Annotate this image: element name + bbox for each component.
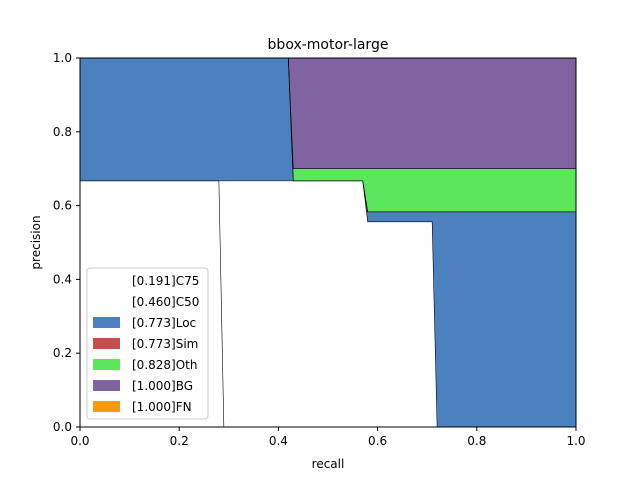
legend-label-0-773-sim: [0.773]Sim <box>132 337 198 351</box>
line-0-460-c50 <box>80 180 438 428</box>
x-tick-label: 0.6 <box>368 434 387 448</box>
chart-title: bbox-motor-large <box>268 37 389 53</box>
y-tick-label: 0.0 <box>53 420 72 434</box>
plot-frame <box>79 57 577 428</box>
legend-swatch-0-828-oth <box>93 359 120 370</box>
x-tick-label: 0.2 <box>170 434 189 448</box>
legend-label-0-460-c50: [0.460]C50 <box>132 295 199 309</box>
legend-label-0-191-c75: [0.191]C75 <box>132 274 199 288</box>
x-tick-label: 1.0 <box>566 434 585 448</box>
legend: [0.191]C75 [0.460]C50 [0.773]Loc [0.773]Sim… <box>86 267 209 420</box>
y-tick-label: 0.2 <box>53 346 72 360</box>
x-axis: 0.0 0.2 0.4 0.6 0.8 1.0 <box>70 427 586 448</box>
legend-swatch-0-773-sim <box>93 338 120 349</box>
y-axis: 0.0 0.2 0.4 0.6 0.8 1.0 <box>53 51 80 434</box>
y-axis-label: precision <box>29 215 43 269</box>
legend-label-1-000-fn: [1.000]FN <box>132 400 192 414</box>
x-tick-label: 0.8 <box>467 434 486 448</box>
y-tick-label: 0.8 <box>53 125 72 139</box>
legend-label-1-000-bg: [1.000]BG <box>132 379 193 393</box>
legend-swatch-1-000-bg <box>93 380 120 391</box>
legend-swatch-0-191-c75 <box>93 275 120 286</box>
legend-swatch-1-000-fn <box>93 401 120 412</box>
x-tick-label: 0.4 <box>269 434 288 448</box>
line-0-191-c75 <box>80 180 225 428</box>
y-tick-label: 1.0 <box>53 51 72 65</box>
x-tick-label: 0.0 <box>70 434 89 448</box>
legend-label-0-828-oth: [0.828]Oth <box>132 358 197 372</box>
legend-swatch-0-460-c50 <box>93 296 120 307</box>
x-axis-label: recall <box>312 457 345 471</box>
legend-label-0-773-loc: [0.773]Loc <box>132 316 196 330</box>
y-tick-label: 0.4 <box>53 272 72 286</box>
y-tick-label: 0.6 <box>53 199 72 213</box>
legend-swatch-0-773-loc <box>93 317 120 328</box>
